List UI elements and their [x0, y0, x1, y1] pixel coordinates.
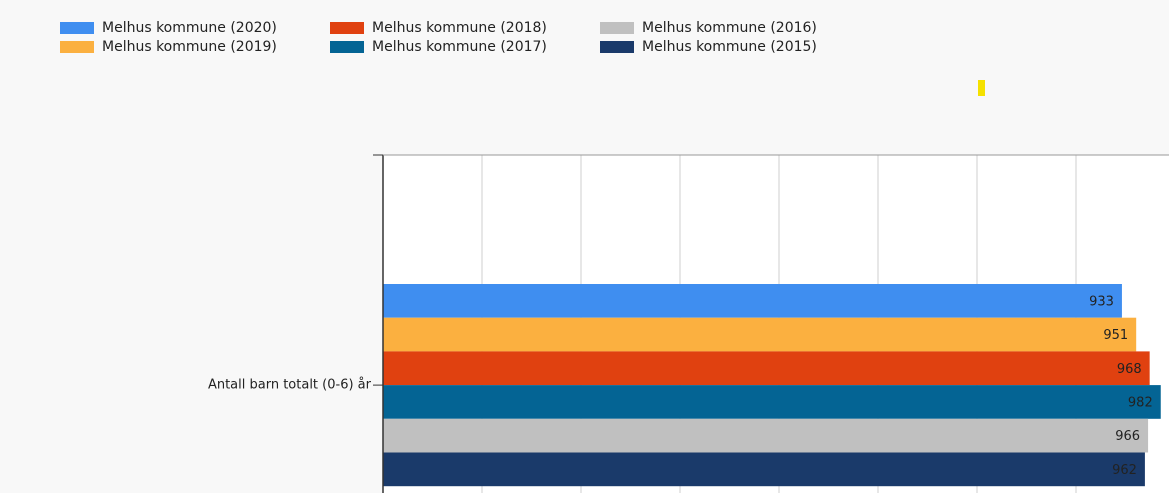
bar: [383, 452, 1145, 487]
legend-label: Melhus kommune (2020): [102, 20, 277, 36]
legend-label: Melhus kommune (2019): [102, 39, 277, 55]
legend-label: Melhus kommune (2016): [642, 20, 817, 36]
bar: [383, 418, 1149, 453]
bar: [383, 317, 1137, 352]
value-label: 968: [1117, 362, 1142, 377]
legend-swatch: [600, 22, 634, 34]
legend-swatch: [60, 22, 94, 34]
legend-swatch: [60, 41, 94, 53]
bar: [383, 385, 1161, 419]
legend-label: Melhus kommune (2018): [372, 20, 547, 36]
category-label: Antall barn totalt (0-6) år: [208, 378, 372, 393]
value-label: 982: [1128, 395, 1153, 410]
value-label: 933: [1089, 294, 1114, 309]
legend-label: Melhus kommune (2017): [372, 39, 547, 55]
value-label: 951: [1103, 328, 1128, 343]
legend-swatch: [600, 41, 634, 53]
value-label: 966: [1115, 429, 1140, 444]
legend-label: Melhus kommune (2015): [642, 39, 817, 55]
bar: [383, 284, 1122, 318]
legend-swatch: [330, 41, 364, 53]
bar: [383, 351, 1150, 386]
value-label: 962: [1112, 463, 1137, 478]
legend-swatch: [330, 22, 364, 34]
marker: [978, 80, 985, 96]
